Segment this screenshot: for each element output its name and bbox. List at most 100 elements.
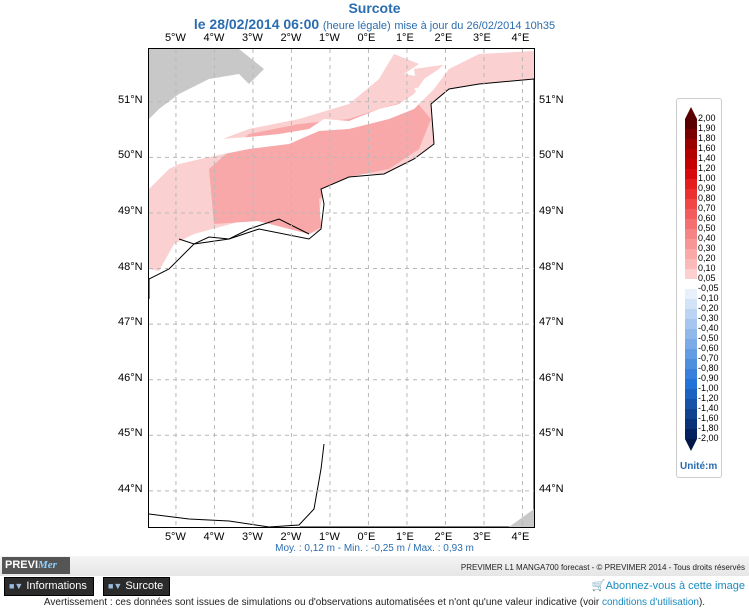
lon-tick-label: 4°E bbox=[511, 531, 530, 543]
lon-tick-label: 0°E bbox=[357, 531, 376, 543]
colorbar-label: 2,00 bbox=[698, 113, 716, 123]
colorbar-label: -1,60 bbox=[698, 413, 719, 423]
land-alps-corner bbox=[509, 509, 534, 527]
colorbar-label: -1,20 bbox=[698, 393, 719, 403]
lon-tick-label: 4°W bbox=[203, 531, 225, 543]
lat-tick-label: 44°N bbox=[539, 482, 564, 495]
lon-tick-label: 3°W bbox=[241, 531, 263, 543]
colorbar-swatch bbox=[685, 289, 697, 299]
colorbar-swatch bbox=[685, 399, 697, 409]
colorbar-label: 1,00 bbox=[698, 173, 716, 183]
footer-band bbox=[0, 556, 749, 576]
colorbar-swatch bbox=[685, 139, 697, 149]
lon-tick-label: 1°E bbox=[395, 32, 414, 44]
colorbar-max-arrow bbox=[685, 107, 697, 119]
colorbar-label: 0,90 bbox=[698, 183, 716, 193]
colorbar-svg bbox=[685, 107, 697, 451]
colorbar-label: -0,10 bbox=[698, 293, 719, 303]
grid-lines bbox=[149, 49, 534, 527]
colorbar-swatch bbox=[685, 369, 697, 379]
lat-tick-label: 48°N bbox=[118, 260, 143, 273]
colorbar-label: 0,70 bbox=[698, 203, 716, 213]
colorbar-label: 0,40 bbox=[698, 233, 716, 243]
colorbar-label: 0,50 bbox=[698, 223, 716, 233]
lon-tick-label: 3°E bbox=[472, 32, 491, 44]
lon-tick-label: 0°E bbox=[357, 32, 376, 44]
colorbar-label: -0,40 bbox=[698, 323, 719, 333]
legal-time-note: (heure légale) bbox=[322, 20, 391, 32]
lon-tick-label: 2°W bbox=[280, 531, 302, 543]
colorbar-swatch bbox=[685, 359, 697, 369]
colorbar-swatch bbox=[685, 339, 697, 349]
surge-map bbox=[148, 48, 535, 528]
map-svg bbox=[148, 49, 535, 528]
colorbar-label: 0,10 bbox=[698, 263, 716, 273]
lon-tick-label: 5°W bbox=[164, 531, 186, 543]
download-icon: ■▼ bbox=[108, 581, 123, 591]
subscribe-link[interactable]: 🛒Abonnez-vous à cette image bbox=[591, 580, 745, 592]
lat-tick-label: 50°N bbox=[539, 149, 564, 162]
colorbar-swatch bbox=[685, 229, 697, 239]
colorbar-label: -0,05 bbox=[698, 283, 719, 293]
colorbar-label: 0,80 bbox=[698, 193, 716, 203]
colorbar-swatch bbox=[685, 149, 697, 159]
colorbar-label: 1,90 bbox=[698, 123, 716, 133]
map-statistics: Moy. : 0,12 m - Min. : -0,25 m / Max. : … bbox=[275, 543, 474, 554]
colorbar-swatch bbox=[685, 309, 697, 319]
lon-tick-label: 5°W bbox=[164, 32, 186, 44]
colorbar-label: -0,30 bbox=[698, 313, 719, 323]
lon-tick-label: 2°W bbox=[280, 32, 302, 44]
lat-tick-label: 48°N bbox=[539, 260, 564, 273]
colorbar-label: -0,60 bbox=[698, 343, 719, 353]
colorbar-swatch bbox=[685, 259, 697, 269]
colorbar-swatch bbox=[685, 119, 697, 129]
colorbar-label: -1,40 bbox=[698, 403, 719, 413]
colorbar-label: 0,05 bbox=[698, 273, 716, 283]
colorbar-swatch bbox=[685, 329, 697, 339]
colorbar-swatch bbox=[685, 429, 697, 439]
colorbar-swatch bbox=[685, 299, 697, 309]
colorbar-swatch bbox=[685, 419, 697, 429]
colorbar-swatch bbox=[685, 269, 697, 279]
colorbar-swatch bbox=[685, 239, 697, 249]
colorbar-swatch bbox=[685, 189, 697, 199]
colorbar-swatch bbox=[685, 389, 697, 399]
colorbar bbox=[676, 98, 722, 478]
colorbar-label: -2,00 bbox=[698, 433, 719, 443]
colorbar-label: -0,80 bbox=[698, 363, 719, 373]
land-uk bbox=[149, 49, 264, 119]
cart-icon: 🛒 bbox=[591, 580, 606, 592]
colorbar-swatch bbox=[685, 209, 697, 219]
colorbar-label: -0,70 bbox=[698, 353, 719, 363]
previmer-logo[interactable]: PREVIMer bbox=[2, 557, 70, 574]
update-note: mise à jour du 26/02/2014 10h35 bbox=[394, 20, 556, 32]
lat-tick-label: 45°N bbox=[539, 427, 564, 440]
colorbar-label: 1,40 bbox=[698, 153, 716, 163]
colorbar-swatch bbox=[685, 319, 697, 329]
colorbar-swatch bbox=[685, 349, 697, 359]
colorbar-swatch bbox=[685, 219, 697, 229]
colorbar-label: 0,20 bbox=[698, 253, 716, 263]
informations-button[interactable]: ■▼ Informations bbox=[4, 577, 94, 596]
lon-tick-label: 1°W bbox=[318, 531, 340, 543]
credit-text: PREVIMER L1 MANGA700 forecast - © PREVIM… bbox=[460, 563, 745, 572]
lon-tick-label: 3°E bbox=[472, 531, 491, 543]
lat-tick-label: 51°N bbox=[539, 93, 564, 106]
lon-tick-label: 1°E bbox=[395, 531, 414, 543]
colorbar-swatch bbox=[685, 159, 697, 169]
colorbar-swatch bbox=[685, 279, 697, 289]
colorbar-label: 0,30 bbox=[698, 243, 716, 253]
colorbar-label: 1,60 bbox=[698, 143, 716, 153]
surcote-button[interactable]: ■▼ Surcote bbox=[103, 577, 171, 596]
terms-link[interactable]: conditions d'utilisation bbox=[602, 597, 699, 608]
colorbar-label: -0,20 bbox=[698, 303, 719, 313]
lat-tick-label: 45°N bbox=[118, 427, 143, 440]
lat-tick-label: 47°N bbox=[539, 316, 564, 329]
lon-tick-label: 4°W bbox=[203, 32, 225, 44]
lon-tick-label: 2°E bbox=[434, 32, 453, 44]
colorbar-swatch bbox=[685, 379, 697, 389]
land-biscay-coast bbox=[149, 289, 329, 527]
colorbar-swatch bbox=[685, 179, 697, 189]
coast-line-brittany bbox=[178, 218, 310, 245]
lon-tick-label: 2°E bbox=[434, 531, 453, 543]
